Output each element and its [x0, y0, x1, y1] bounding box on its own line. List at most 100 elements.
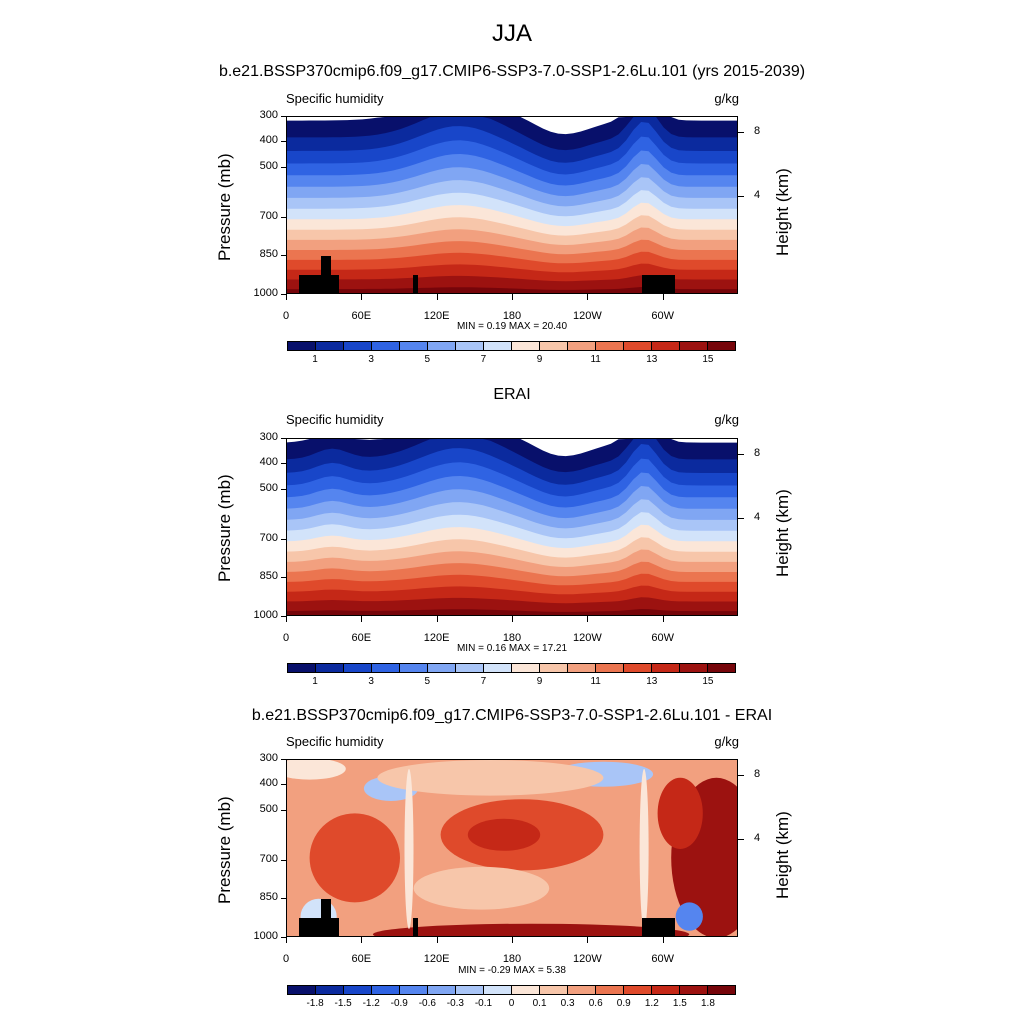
- panel-3-minmax: MIN = -0.29 MAX = 5.38: [458, 965, 566, 976]
- topography-mask-3: [642, 918, 675, 936]
- pressure-tick-mark: [281, 898, 286, 900]
- colorbar-swatch: [512, 342, 540, 350]
- colorbar-swatch: [400, 342, 428, 350]
- colorbar-swatch: [680, 986, 708, 994]
- height-tick-mark: [738, 518, 744, 520]
- colorbar-label: 15: [702, 354, 714, 365]
- colorbar-label: 3: [368, 676, 374, 687]
- panel-1-title: b.e21.BSSP370cmip6.f09_g17.CMIP6-SSP3-7.…: [218, 63, 806, 80]
- colorbar-label: 11: [590, 354, 601, 365]
- longitude-tick-mark: [587, 616, 589, 622]
- pressure-tick-label: 500: [259, 481, 278, 494]
- colorbar-swatch: [568, 986, 596, 994]
- pressure-tick-mark: [281, 141, 286, 143]
- colorbar-label: 1.5: [672, 998, 687, 1009]
- diff-region-3: [377, 760, 604, 796]
- diff-region-9: [413, 866, 550, 910]
- colorbar-label: 9: [536, 354, 543, 365]
- pressure-tick-mark: [281, 294, 286, 295]
- colorbar-label: 7: [480, 676, 487, 687]
- diff-region-12: [372, 923, 690, 936]
- colorbar-label: 0.6: [588, 998, 603, 1009]
- longitude-tick-label: 0: [282, 632, 290, 644]
- longitude-tick-mark: [662, 937, 664, 943]
- colorbar-label: 0.3: [560, 998, 575, 1009]
- longitude-tick-label: 180: [502, 953, 522, 965]
- pressure-tick-label: 1000: [253, 287, 278, 299]
- colorbar-label: 11: [590, 676, 601, 687]
- pressure-tick-label: 850: [259, 570, 278, 583]
- colorbar-label: -0.6: [418, 998, 436, 1009]
- colorbar-swatch: [624, 342, 652, 350]
- pressure-tick-label: 400: [259, 134, 278, 147]
- colorbar-swatch: [288, 986, 316, 994]
- panel-1-variable-label: Specific humidity: [286, 91, 384, 106]
- pressure-tick-label: 300: [259, 752, 278, 764]
- longitude-tick-label: 60E: [351, 310, 372, 322]
- topography-mask-0: [299, 275, 339, 293]
- diff-region-0: [287, 760, 346, 780]
- pressure-tick-mark: [281, 937, 286, 938]
- colorbar-label: 5: [424, 676, 431, 687]
- colorbar-swatch: [372, 342, 400, 350]
- panel-2-plot: [286, 438, 738, 616]
- longitude-tick-label: 60E: [351, 632, 372, 644]
- colorbar-swatch: [652, 986, 680, 994]
- longitude-tick-mark: [286, 937, 287, 943]
- pressure-tick-label: 300: [259, 109, 278, 121]
- colorbar-swatch: [540, 342, 568, 350]
- diff-region-13: [404, 768, 414, 930]
- pressure-tick-label: 500: [259, 802, 278, 815]
- topography-mask-0: [299, 918, 339, 936]
- colorbar-label: 1: [312, 676, 318, 687]
- longitude-tick-label: 60W: [651, 632, 674, 644]
- colorbar-label: 1: [312, 354, 318, 365]
- pressure-tick-label: 400: [259, 777, 278, 790]
- panel-1-plot: [286, 116, 738, 294]
- panel-3-title: b.e21.BSSP370cmip6.f09_g17.CMIP6-SSP3-7.…: [251, 707, 773, 724]
- colorbar-swatch: [456, 342, 484, 350]
- colorbar-swatch: [512, 664, 540, 672]
- colorbar-label: -1.8: [306, 998, 324, 1009]
- longitude-tick-mark: [436, 616, 438, 622]
- colorbar-swatch: [316, 664, 344, 672]
- pressure-tick-mark: [281, 860, 286, 862]
- panel-1-pressure-axis-label: Pressure (mb): [215, 153, 234, 261]
- colorbar-swatch: [400, 664, 428, 672]
- panel-3-variable-label: Specific humidity: [286, 734, 384, 749]
- colorbar-swatch: [372, 664, 400, 672]
- colorbar-swatch: [680, 664, 708, 672]
- longitude-tick-label: 180: [502, 310, 522, 322]
- longitude-tick-mark: [512, 937, 513, 943]
- pressure-tick-label: 850: [259, 248, 278, 261]
- colorbar-swatch: [540, 986, 568, 994]
- longitude-tick-mark: [512, 616, 513, 622]
- diff-region-14: [639, 768, 649, 930]
- colorbar-swatch: [288, 342, 316, 350]
- colorbar-label: 13: [646, 354, 658, 365]
- pressure-tick-mark: [281, 217, 286, 219]
- pressure-tick-mark: [281, 759, 286, 760]
- figure-title: JJA: [491, 20, 532, 47]
- diff-region-7: [657, 777, 703, 849]
- colorbar-swatch: [456, 986, 484, 994]
- panel-2-minmax: MIN = 0.16 MAX = 17.21: [456, 643, 568, 654]
- longitude-tick-mark: [286, 294, 287, 300]
- colorbar-swatch: [624, 664, 652, 672]
- colorbar-swatch: [344, 342, 372, 350]
- panel-1-units-label: g/kg: [714, 91, 739, 106]
- colorbar-swatch: [568, 664, 596, 672]
- colorbar-label: -0.9: [390, 998, 408, 1009]
- topography-mask-2: [413, 918, 418, 936]
- panel-3-pressure-axis-label: Pressure (mb): [215, 796, 234, 904]
- pressure-tick-label: 400: [259, 456, 278, 469]
- longitude-tick-label: 120W: [572, 953, 602, 965]
- topography-mask-1: [321, 899, 331, 919]
- longitude-tick-mark: [361, 616, 363, 622]
- height-tick-label: 4: [754, 832, 761, 845]
- height-tick-mark: [738, 132, 744, 134]
- colorbar-label: 13: [646, 676, 658, 687]
- colorbar-swatch: [372, 986, 400, 994]
- longitude-tick-mark: [286, 616, 287, 622]
- pressure-tick-label: 1000: [253, 609, 278, 621]
